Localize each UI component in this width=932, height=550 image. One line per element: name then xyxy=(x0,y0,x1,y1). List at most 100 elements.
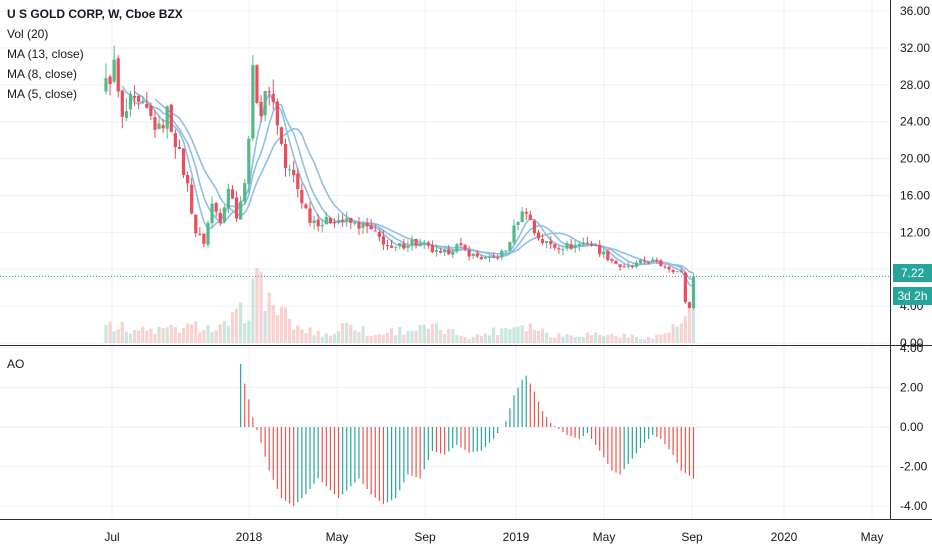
candle-body xyxy=(177,147,182,149)
price-tick-label: 20.00 xyxy=(900,152,930,166)
ao-tick-label: 2.00 xyxy=(900,381,924,395)
candle-body xyxy=(565,243,569,249)
volume-bar xyxy=(496,335,500,343)
ao-pane-label[interactable]: AO xyxy=(7,357,25,371)
time-tick-label: Sep xyxy=(681,530,703,544)
volume-bar xyxy=(165,327,169,343)
volume-bar xyxy=(516,326,520,343)
volume-bar xyxy=(186,323,190,343)
volume-bar xyxy=(210,332,214,343)
candle-body xyxy=(206,222,210,245)
candle-body xyxy=(104,78,108,92)
volume-bar xyxy=(691,289,696,343)
candle-body xyxy=(275,101,279,126)
candle-body xyxy=(418,243,422,246)
candle-body xyxy=(239,201,243,220)
candle-body xyxy=(263,91,267,116)
volume-bar xyxy=(463,337,467,343)
volume-bar xyxy=(406,331,410,343)
candle-body xyxy=(606,250,610,260)
volume-bar xyxy=(671,324,675,343)
symbol-title[interactable]: U S GOLD CORP, W, Cboe BZX xyxy=(7,7,183,21)
countdown-tag: 3d 2h xyxy=(893,287,932,305)
candle-body xyxy=(610,259,614,261)
candle-body xyxy=(577,243,581,246)
candle-body xyxy=(128,93,133,110)
volume-bar xyxy=(602,336,606,343)
volume-bar xyxy=(218,324,222,343)
volume-bar xyxy=(426,328,430,343)
candle-body xyxy=(304,204,308,209)
volume-bar xyxy=(239,302,243,343)
candles xyxy=(104,45,696,310)
candle-body xyxy=(475,253,479,257)
candle-body xyxy=(186,175,190,184)
candle-body xyxy=(381,236,386,245)
volume-bar xyxy=(585,332,590,343)
candle-body xyxy=(316,219,320,227)
candle-body xyxy=(524,211,528,214)
volume-bar xyxy=(422,324,426,343)
candle-body xyxy=(283,143,288,169)
legend-ma8[interactable]: MA (8, close) xyxy=(7,67,78,81)
candle-body xyxy=(483,257,488,259)
time-tick-label: May xyxy=(326,530,349,544)
legend-ma5[interactable]: MA (5, close) xyxy=(7,87,78,101)
volume-bar xyxy=(447,328,451,343)
volume-bar xyxy=(614,336,618,343)
volume-bar xyxy=(341,323,345,343)
candle-body xyxy=(161,125,165,129)
volume-bar xyxy=(332,333,337,343)
candle-body xyxy=(422,243,426,245)
volume-bar xyxy=(169,324,173,343)
legend-vol[interactable]: Vol (20) xyxy=(7,27,49,41)
candle-body xyxy=(520,211,524,223)
volume-bar xyxy=(357,332,361,343)
candle-body xyxy=(434,250,439,252)
candle-body xyxy=(687,302,692,308)
candle-body xyxy=(108,76,112,85)
volume-bar xyxy=(320,336,324,343)
candle-body xyxy=(259,101,263,117)
price-tick-label: 12.00 xyxy=(900,225,930,239)
volume-bar xyxy=(610,333,614,343)
candle-body xyxy=(504,250,508,252)
volume-bar xyxy=(598,334,602,343)
candle-body xyxy=(202,233,206,244)
candle-body xyxy=(198,233,202,235)
candle-body xyxy=(361,223,365,228)
candle-body xyxy=(320,224,324,227)
volume-bar xyxy=(275,315,279,343)
volume-bar xyxy=(292,329,296,343)
volume-bar xyxy=(475,334,479,343)
price-tick-label: 32.00 xyxy=(900,41,930,55)
volume-bar xyxy=(687,302,692,343)
candle-body xyxy=(492,256,496,258)
volume-bar xyxy=(504,327,508,343)
candle-body xyxy=(655,259,659,261)
volume-bar xyxy=(647,336,651,343)
legend: U S GOLD CORP, W, Cboe BZX Vol (20) MA (… xyxy=(7,4,183,104)
volume-bar xyxy=(549,337,553,343)
volume-bar xyxy=(398,327,402,343)
candle-body xyxy=(647,261,651,263)
candle-body xyxy=(516,222,520,225)
volume-bar xyxy=(255,268,259,343)
candle-body xyxy=(194,214,198,234)
volume-bar xyxy=(304,333,308,343)
volume-bar xyxy=(536,331,541,343)
candle-body xyxy=(328,217,332,224)
candle-body xyxy=(598,244,602,255)
candle-body xyxy=(218,212,222,223)
volume-bar xyxy=(316,330,320,343)
candle-body xyxy=(390,245,394,248)
candle-body xyxy=(165,106,169,129)
legend-ma13[interactable]: MA (13, close) xyxy=(7,47,84,61)
volume-bar xyxy=(271,305,275,343)
candle-body xyxy=(153,117,157,130)
candle-body xyxy=(438,250,443,253)
volume-bar xyxy=(492,327,496,343)
volume-bar xyxy=(577,336,581,343)
